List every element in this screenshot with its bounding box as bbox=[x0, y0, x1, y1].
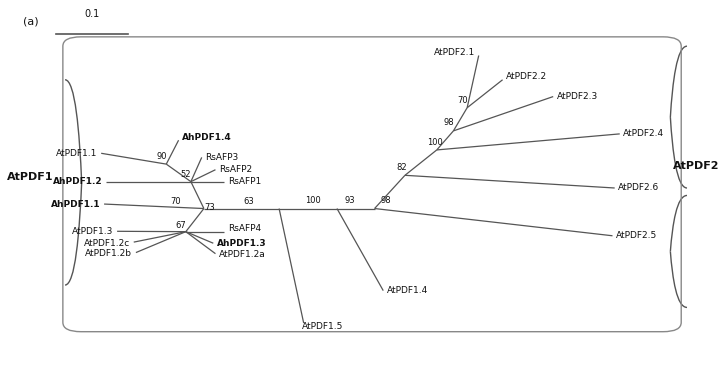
Text: AtPDF2.4: AtPDF2.4 bbox=[624, 129, 664, 138]
Text: AtPDF1.4: AtPDF1.4 bbox=[387, 286, 428, 295]
Text: AtPDF1.5: AtPDF1.5 bbox=[301, 322, 343, 331]
Text: AhPDF1.3: AhPDF1.3 bbox=[217, 239, 266, 248]
Text: 73: 73 bbox=[205, 203, 216, 212]
Text: (a): (a) bbox=[23, 16, 38, 26]
Text: RsAFP1: RsAFP1 bbox=[228, 177, 261, 186]
Text: 98: 98 bbox=[444, 118, 454, 127]
Text: 100: 100 bbox=[427, 138, 442, 147]
Text: AtPDF2.1: AtPDF2.1 bbox=[434, 48, 475, 57]
Text: 52: 52 bbox=[181, 170, 191, 179]
Text: AtPDF1.1: AtPDF1.1 bbox=[56, 149, 97, 158]
Text: 70: 70 bbox=[457, 96, 468, 105]
Text: 98: 98 bbox=[380, 196, 391, 205]
Text: AtPDF1.2b: AtPDF1.2b bbox=[85, 249, 132, 258]
Text: 93: 93 bbox=[345, 196, 356, 205]
Text: 82: 82 bbox=[396, 163, 407, 172]
Text: AtPDF1.2c: AtPDF1.2c bbox=[84, 239, 130, 248]
Text: AhPDF1.2: AhPDF1.2 bbox=[53, 177, 102, 186]
Text: 90: 90 bbox=[156, 152, 167, 161]
Text: AtPDF2.5: AtPDF2.5 bbox=[616, 231, 657, 240]
Text: RsAFP3: RsAFP3 bbox=[205, 153, 239, 162]
Text: AhPDF1.4: AhPDF1.4 bbox=[182, 133, 232, 142]
Text: AhPDF1.1: AhPDF1.1 bbox=[51, 200, 100, 209]
Text: AtPDF1: AtPDF1 bbox=[7, 172, 54, 182]
Text: AtPDF1.2a: AtPDF1.2a bbox=[219, 250, 266, 259]
Text: 63: 63 bbox=[243, 197, 253, 206]
Text: RsAFP4: RsAFP4 bbox=[228, 224, 261, 233]
Text: AtPDF2.3: AtPDF2.3 bbox=[557, 92, 598, 101]
Text: 0.1: 0.1 bbox=[84, 9, 99, 19]
Text: RsAFP2: RsAFP2 bbox=[219, 165, 252, 174]
Text: AtPDF1.3: AtPDF1.3 bbox=[72, 227, 113, 236]
Text: 70: 70 bbox=[171, 197, 182, 206]
Text: AtPDF2.2: AtPDF2.2 bbox=[506, 72, 547, 81]
Text: 100: 100 bbox=[305, 196, 321, 205]
Text: AtPDF2.6: AtPDF2.6 bbox=[619, 183, 659, 193]
Text: AtPDF2: AtPDF2 bbox=[673, 161, 719, 171]
Text: 67: 67 bbox=[175, 221, 186, 230]
